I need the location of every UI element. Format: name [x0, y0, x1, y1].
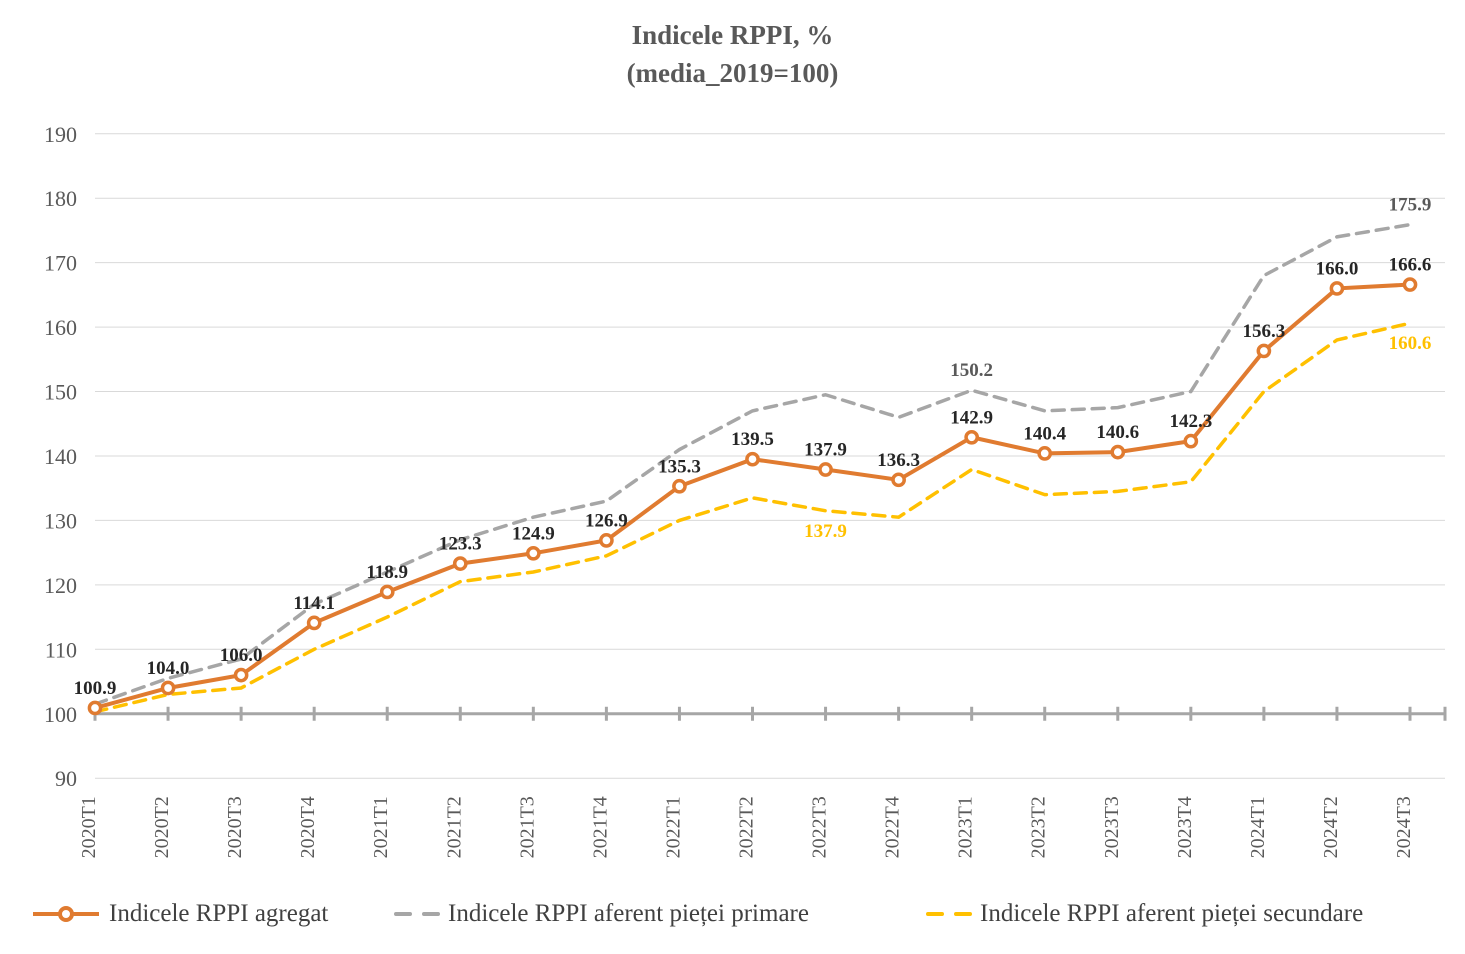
svg-text:140.6: 140.6 [1096, 422, 1139, 443]
svg-text:2020T3: 2020T3 [224, 796, 246, 858]
svg-text:170: 170 [44, 251, 77, 276]
svg-text:2021T2: 2021T2 [443, 796, 465, 858]
svg-text:2022T1: 2022T1 [662, 796, 684, 858]
svg-text:104.0: 104.0 [147, 658, 190, 679]
svg-text:2024T3: 2024T3 [1393, 796, 1415, 858]
svg-text:142.3: 142.3 [1169, 411, 1212, 432]
svg-text:140: 140 [44, 444, 77, 469]
svg-text:106.0: 106.0 [220, 645, 263, 666]
svg-text:139.5: 139.5 [731, 429, 774, 450]
svg-text:2021T1: 2021T1 [370, 796, 392, 858]
svg-text:130: 130 [44, 508, 77, 533]
svg-text:190: 190 [44, 122, 77, 147]
svg-text:2023T2: 2023T2 [1028, 796, 1050, 858]
svg-text:142.9: 142.9 [950, 407, 993, 428]
svg-text:2020T1: 2020T1 [78, 796, 100, 858]
svg-text:140.4: 140.4 [1023, 423, 1066, 444]
svg-text:166.0: 166.0 [1316, 258, 1359, 279]
svg-text:2023T1: 2023T1 [955, 796, 977, 858]
svg-text:136.3: 136.3 [877, 450, 920, 471]
svg-text:166.6: 166.6 [1389, 255, 1432, 276]
svg-text:2022T4: 2022T4 [882, 796, 904, 858]
svg-text:2024T1: 2024T1 [1247, 796, 1269, 858]
svg-text:160: 160 [44, 315, 77, 340]
svg-text:2022T2: 2022T2 [736, 796, 758, 858]
svg-text:126.9: 126.9 [585, 510, 628, 531]
svg-text:156.3: 156.3 [1243, 321, 1286, 342]
svg-text:135.3: 135.3 [658, 456, 701, 477]
svg-text:2021T4: 2021T4 [589, 796, 611, 858]
svg-text:118.9: 118.9 [366, 562, 408, 583]
svg-text:137.9: 137.9 [804, 521, 847, 542]
svg-text:124.9: 124.9 [512, 523, 555, 544]
svg-text:114.1: 114.1 [293, 593, 335, 614]
svg-text:100.9: 100.9 [74, 678, 117, 699]
svg-text:2022T3: 2022T3 [809, 796, 831, 858]
svg-text:90: 90 [55, 766, 77, 791]
svg-text:2023T3: 2023T3 [1101, 796, 1123, 858]
svg-text:110: 110 [45, 637, 77, 662]
svg-text:120: 120 [44, 573, 77, 598]
svg-text:180: 180 [44, 186, 77, 211]
svg-text:137.9: 137.9 [804, 440, 847, 461]
svg-text:160.6: 160.6 [1389, 333, 1432, 354]
svg-text:150.2: 150.2 [950, 360, 993, 381]
svg-text:100: 100 [44, 702, 77, 727]
svg-text:2023T4: 2023T4 [1174, 796, 1196, 858]
svg-text:2020T4: 2020T4 [297, 796, 319, 858]
svg-text:2024T2: 2024T2 [1320, 796, 1342, 858]
svg-text:2021T3: 2021T3 [516, 796, 538, 858]
svg-text:150: 150 [44, 380, 77, 405]
svg-text:2020T2: 2020T2 [151, 796, 173, 858]
svg-text:123.3: 123.3 [439, 534, 482, 555]
svg-text:175.9: 175.9 [1389, 195, 1432, 216]
